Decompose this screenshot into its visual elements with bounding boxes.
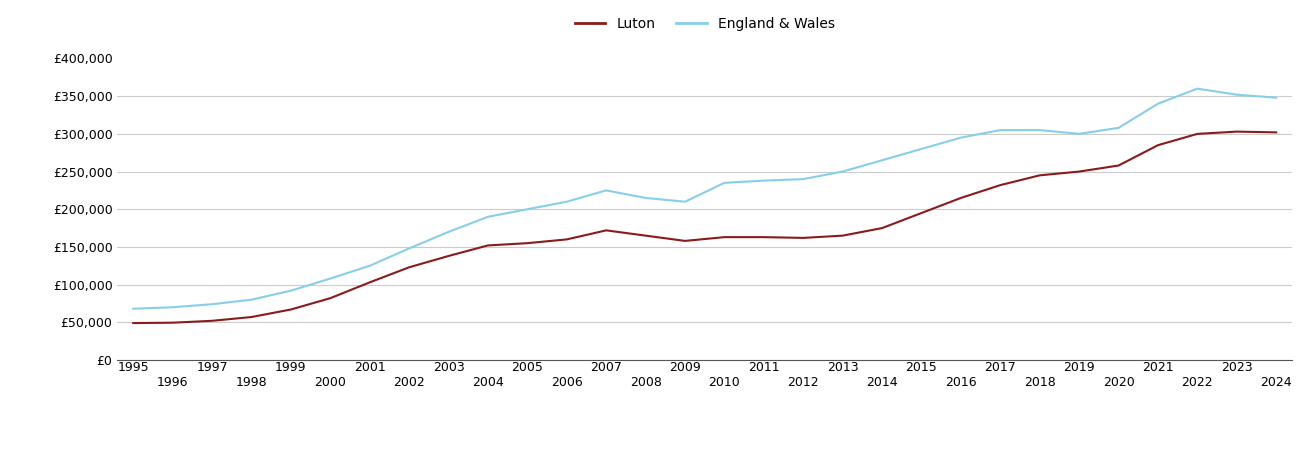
England & Wales bbox=[125, 306, 141, 311]
Luton bbox=[1190, 131, 1206, 136]
England & Wales bbox=[953, 135, 968, 140]
England & Wales bbox=[519, 207, 535, 212]
England & Wales bbox=[204, 302, 219, 307]
Luton bbox=[1071, 169, 1087, 174]
England & Wales bbox=[1229, 92, 1245, 97]
Luton bbox=[322, 296, 338, 301]
Luton bbox=[1268, 130, 1284, 135]
England & Wales bbox=[677, 199, 693, 204]
Luton bbox=[164, 320, 180, 325]
Luton bbox=[716, 234, 732, 240]
Luton bbox=[401, 265, 416, 270]
England & Wales bbox=[283, 288, 299, 293]
England & Wales bbox=[1190, 86, 1206, 91]
Luton bbox=[598, 228, 613, 233]
Luton bbox=[559, 237, 574, 242]
Luton bbox=[677, 238, 693, 243]
Luton bbox=[361, 279, 377, 285]
England & Wales bbox=[164, 305, 180, 310]
England & Wales bbox=[1268, 95, 1284, 100]
England & Wales bbox=[796, 176, 812, 182]
England & Wales bbox=[1150, 101, 1165, 106]
Luton bbox=[953, 195, 968, 201]
Line: England & Wales: England & Wales bbox=[133, 89, 1276, 309]
Luton bbox=[441, 253, 457, 259]
England & Wales bbox=[401, 246, 416, 251]
England & Wales bbox=[441, 229, 457, 234]
England & Wales bbox=[993, 127, 1009, 133]
England & Wales bbox=[835, 169, 851, 174]
England & Wales bbox=[638, 195, 654, 201]
Luton bbox=[913, 210, 929, 216]
England & Wales bbox=[913, 146, 929, 152]
England & Wales bbox=[1071, 131, 1087, 136]
England & Wales bbox=[1032, 127, 1048, 133]
Luton bbox=[480, 243, 496, 248]
England & Wales bbox=[244, 297, 260, 302]
England & Wales bbox=[1111, 125, 1126, 130]
England & Wales bbox=[480, 214, 496, 220]
Luton bbox=[638, 233, 654, 238]
Luton bbox=[1229, 129, 1245, 134]
Luton bbox=[283, 307, 299, 312]
Luton bbox=[835, 233, 851, 238]
Luton bbox=[993, 182, 1009, 188]
England & Wales bbox=[361, 263, 377, 269]
England & Wales bbox=[322, 276, 338, 281]
Luton bbox=[1111, 163, 1126, 168]
England & Wales bbox=[559, 199, 574, 204]
Luton bbox=[796, 235, 812, 241]
England & Wales bbox=[756, 178, 771, 183]
Luton bbox=[1032, 173, 1048, 178]
Luton bbox=[874, 225, 890, 231]
Luton bbox=[756, 234, 771, 240]
Luton bbox=[204, 318, 219, 324]
England & Wales bbox=[874, 158, 890, 163]
England & Wales bbox=[598, 188, 613, 193]
Luton bbox=[244, 315, 260, 320]
Line: Luton: Luton bbox=[133, 131, 1276, 323]
Luton bbox=[519, 240, 535, 246]
England & Wales bbox=[716, 180, 732, 185]
Luton bbox=[125, 320, 141, 326]
Luton bbox=[1150, 143, 1165, 148]
Legend: Luton, England & Wales: Luton, England & Wales bbox=[569, 11, 840, 36]
